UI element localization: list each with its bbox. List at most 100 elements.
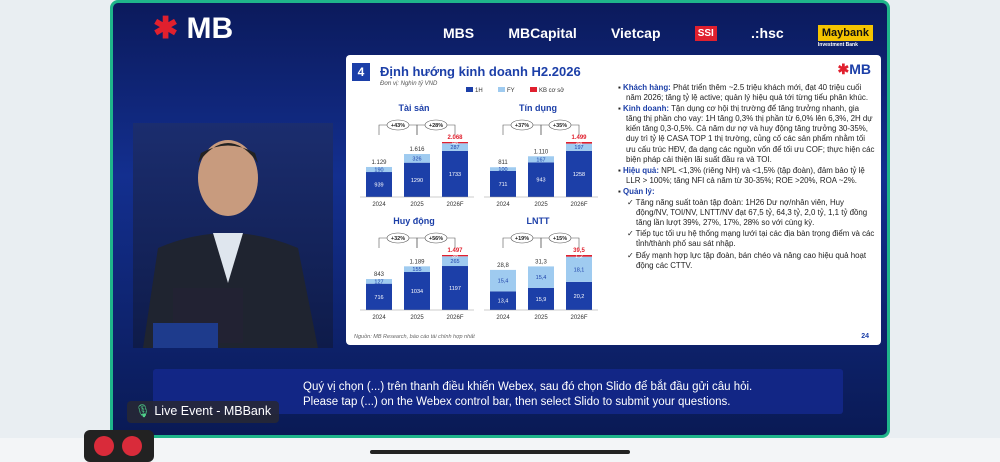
bar-segment (490, 170, 516, 197)
sub-bullet-text: Đẩy mạnh hợp lực tập đoàn, bán chéo và n… (635, 250, 867, 270)
bar-segment (404, 266, 430, 273)
growth-label: +28% (429, 123, 443, 129)
bar-segment (490, 291, 516, 310)
total-label: 1.189 (409, 259, 425, 265)
segment-label: 1290 (411, 178, 423, 184)
sponsor-note: Investment Bank (817, 42, 858, 48)
bullet: ▪ Quản lý: (618, 186, 655, 196)
bullet-text: Phát triển thêm ~2.5 triệu khách mới, đạ… (626, 83, 869, 103)
x-label: 2024 (372, 315, 386, 321)
bar-segment (404, 154, 430, 163)
live-event-label: 🎙 Live Event - MBBank (127, 401, 280, 423)
bar-segment (528, 287, 554, 310)
segment-label: 190 (374, 168, 383, 174)
segment-label: 48 (452, 141, 458, 147)
segment-label: 127 (374, 279, 383, 285)
growth-label: +32% (391, 236, 405, 242)
legend-swatch (498, 87, 505, 92)
segment-label: 44 (576, 141, 582, 147)
growth-label: +43% (391, 123, 405, 129)
segment-label: 711 (499, 182, 508, 188)
growth-bubble (386, 232, 410, 244)
bar-segment (404, 162, 430, 197)
slide-page: 24 (861, 333, 869, 340)
bar-segment (442, 256, 468, 267)
segment-label: 326 (412, 156, 421, 162)
growth-label: +19% (515, 236, 529, 242)
mute-button[interactable] (94, 436, 114, 456)
segment-label: 1258 (573, 172, 585, 178)
bar-segment (442, 150, 468, 197)
sub-bullet: ✓ Tiếp tục tối ưu hệ thống mạng lưới tại… (627, 229, 875, 249)
segment-label: 100 (498, 167, 507, 173)
segment-label: 15,9 (536, 297, 547, 303)
growth-bubble (386, 119, 410, 131)
bar-segment (442, 255, 468, 257)
total-label: 1.499 (571, 135, 587, 141)
presentation-slide: 4 Định hướng kinh doanh H2.2026 Đơn vị: … (346, 55, 881, 345)
segment-label: 716 (374, 295, 383, 301)
total-label: 39,5 (573, 248, 585, 254)
segment-label: 287 (450, 145, 459, 151)
chart-title: Tài sản (398, 103, 429, 113)
bar-segment (442, 143, 468, 151)
segment-label: 20,2 (574, 294, 585, 300)
slide-logo-text: MB (849, 61, 871, 77)
total-label: 1.497 (447, 248, 463, 254)
bar-segment (566, 255, 592, 257)
segment-label: 1733 (449, 172, 461, 178)
bar-segment (366, 279, 392, 284)
sub-bullet-text: Tăng năng suất toàn tập đoàn: 1H26 Dư nợ… (635, 198, 868, 228)
x-label: 2025 (534, 202, 548, 208)
segment-label: 167 (536, 157, 545, 163)
total-label: 28,8 (497, 263, 509, 269)
x-label: 2025 (410, 202, 424, 208)
bar-segment (366, 172, 392, 197)
growth-bubble (424, 232, 448, 244)
chart-title: Huy động (393, 216, 435, 226)
total-label: 1.110 (534, 149, 549, 155)
bar-segment (566, 256, 592, 282)
media-controls (84, 430, 154, 462)
sub-bullet: ✓ Tăng năng suất toàn tập đoàn: 1H26 Dư … (627, 198, 868, 228)
sponsor-logo: MBS (443, 25, 475, 41)
sponsor-logo: Maybank Investment Bank (817, 25, 873, 48)
segment-label: 13,4 (498, 299, 509, 305)
segment-label: 1,2 (575, 254, 583, 260)
sponsor-logo: Vietcap (610, 25, 661, 41)
bullet-head: Quản lý: (623, 186, 655, 196)
logo-text: MB (186, 12, 234, 45)
bar-segment (366, 283, 392, 310)
caption-en: Please tap (...) on the Webex control ba… (303, 396, 731, 408)
total-label: 1.129 (371, 160, 387, 166)
bullet-head: Khách hàng: (623, 83, 671, 92)
bar-segment (566, 150, 592, 197)
bullet-text: NPL <1,3% (riêng NH) và <1,5% (tập đoàn)… (626, 165, 865, 185)
segment-label: 265 (450, 259, 459, 265)
x-label: 2026F (446, 202, 463, 208)
legend-swatch (530, 87, 537, 92)
total-label: 1.616 (409, 147, 425, 153)
growth-label: +37% (515, 123, 529, 129)
growth-bubble (510, 232, 534, 244)
total-label: 2.068 (447, 135, 463, 141)
legend-label: 1H (475, 88, 483, 94)
segment-label: 939 (374, 183, 383, 189)
charts: 1H FY KB cơ sở Tài sản 2024 939 190 1.129 2025 12… (360, 87, 598, 321)
bar-segment (566, 281, 592, 310)
segment-label: 197 (574, 145, 583, 151)
bullet-head: Hiệu quả: (623, 165, 659, 175)
bar-segment (442, 142, 468, 144)
video-button[interactable] (122, 436, 142, 456)
x-label: 2026F (570, 202, 587, 208)
segment-label: 15,4 (498, 279, 509, 285)
slide-source: Nguồn: MB Research, báo cáo tài chính hợ… (354, 334, 475, 340)
speaker-figure (143, 140, 318, 348)
bullet: ▪ Hiệu quả: NPL <1,3% (riêng NH) và <1,5… (618, 165, 865, 185)
x-label: 2025 (534, 315, 548, 321)
slide-title: Định hướng kinh doanh H2.2026 (380, 64, 581, 79)
legend-label: KB cơ sở (539, 87, 564, 94)
bar-segment (366, 166, 392, 173)
sponsor-bar: MBS MBCapital Vietcap SSI .:hsc Maybank Invest… (443, 25, 873, 48)
